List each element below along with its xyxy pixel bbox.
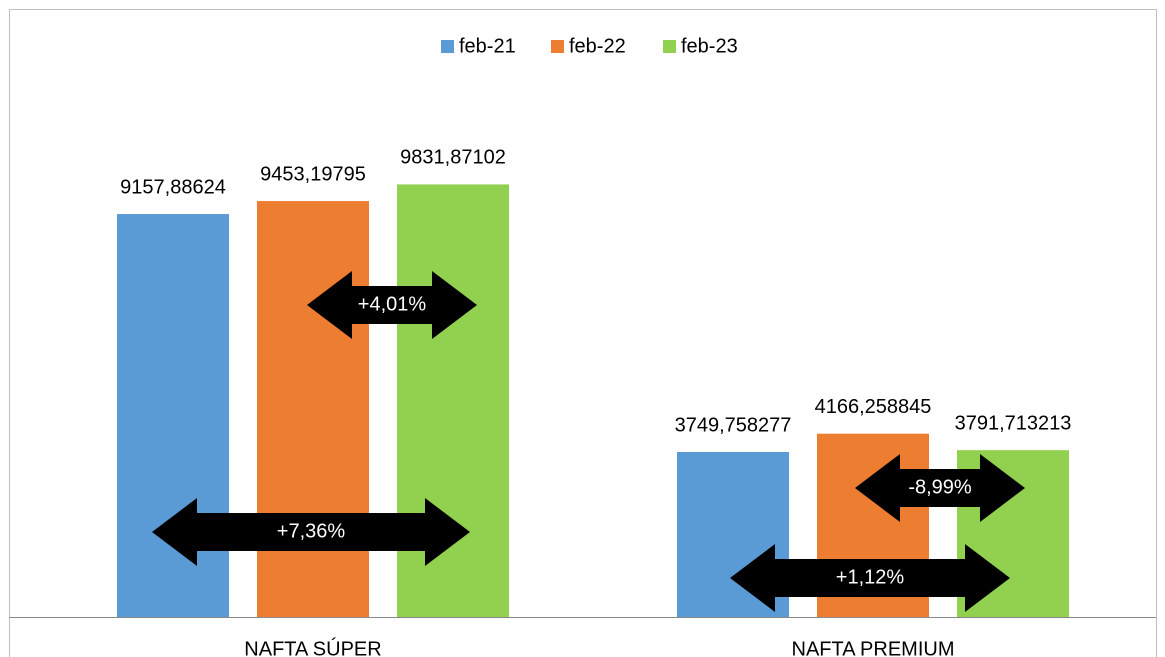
bar [397, 184, 509, 617]
value-label: 9157,88624 [120, 176, 226, 198]
x-tick-label: NAFTA SÚPER [244, 637, 381, 657]
annotation: -8,99% [908, 476, 972, 498]
double-arrow [730, 544, 1010, 612]
value-label: 9831,87102 [400, 147, 506, 169]
value-label: 4166,258845 [815, 396, 932, 418]
legend-swatch [551, 40, 564, 53]
x-tick-label: NAFTA PREMIUM [792, 638, 955, 657]
legend-label: feb-21 [459, 35, 516, 57]
value-label: 3791,713213 [955, 412, 1072, 434]
double-arrow [855, 454, 1025, 522]
bar [257, 201, 369, 617]
legend-label: feb-22 [569, 35, 626, 57]
double-arrow [307, 271, 477, 339]
chart-border [9, 9, 1157, 657]
bar [117, 214, 229, 617]
value-label: 3749,758277 [675, 414, 792, 436]
legend-swatch [441, 40, 454, 53]
annotation: +7,36% [277, 520, 346, 542]
annotation: +1,12% [836, 566, 905, 588]
value-label: 9453,19795 [260, 163, 366, 185]
legend-swatch [663, 40, 676, 53]
annotation: +4,01% [358, 293, 427, 315]
legend-label: feb-23 [681, 35, 738, 57]
double-arrow [152, 498, 470, 566]
